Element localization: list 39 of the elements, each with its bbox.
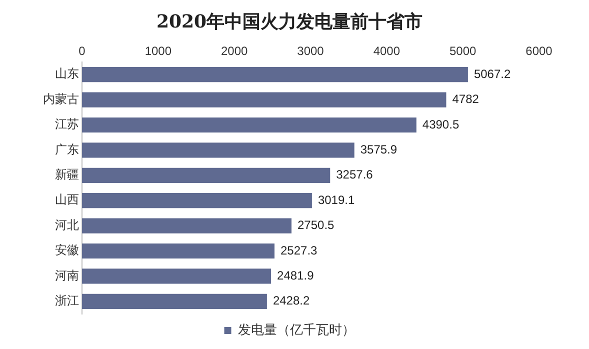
legend-label: 发电量（亿千瓦时）: [238, 322, 355, 338]
bar: [82, 117, 416, 133]
y-tick-label: 广东: [55, 142, 79, 156]
y-tick-label: 江苏: [55, 117, 79, 132]
x-tick-label: 1000: [144, 44, 172, 58]
bar: [82, 92, 446, 108]
y-tick-label: 安徽: [55, 243, 79, 258]
data-label: 3575.9: [360, 142, 398, 157]
y-tick-label: 山东: [55, 66, 79, 81]
data-label: 5067.2: [474, 66, 511, 81]
y-tick-label: 河北: [55, 218, 79, 232]
x-tick-label: 0: [78, 44, 86, 58]
data-label: 2428.2: [272, 294, 310, 308]
data-label: 2527.3: [280, 243, 318, 258]
data-label: 4390.5: [422, 117, 460, 132]
bar: [82, 142, 354, 158]
chart-title: 2020年中国火力发电量前十省市: [156, 11, 423, 32]
bar: [82, 243, 274, 259]
data-label: 3019.1: [318, 192, 355, 207]
y-tick-label: 新疆: [55, 168, 79, 182]
bar: [82, 67, 468, 82]
y-tick-label: 山西: [55, 192, 79, 207]
bar: [82, 294, 267, 309]
data-label: 4782: [452, 92, 480, 106]
bar: [82, 268, 272, 284]
y-tick-label: 浙江: [55, 294, 79, 308]
x-tick-label: 4000: [373, 44, 400, 58]
bar: [82, 218, 292, 234]
y-tick-label: 河南: [55, 268, 79, 282]
x-tick-label: 2000: [220, 44, 248, 58]
bar: [82, 193, 312, 208]
data-label: 2750.5: [297, 218, 335, 232]
bar: [82, 168, 330, 183]
data-label: 3257.6: [336, 168, 374, 182]
x-tick-label: 3000: [297, 44, 324, 58]
x-tick-label: 5000: [449, 44, 477, 58]
data-label: 2481.9: [277, 268, 314, 283]
y-tick-label: 内蒙古: [43, 92, 79, 106]
x-tick-label: 6000: [526, 44, 553, 58]
